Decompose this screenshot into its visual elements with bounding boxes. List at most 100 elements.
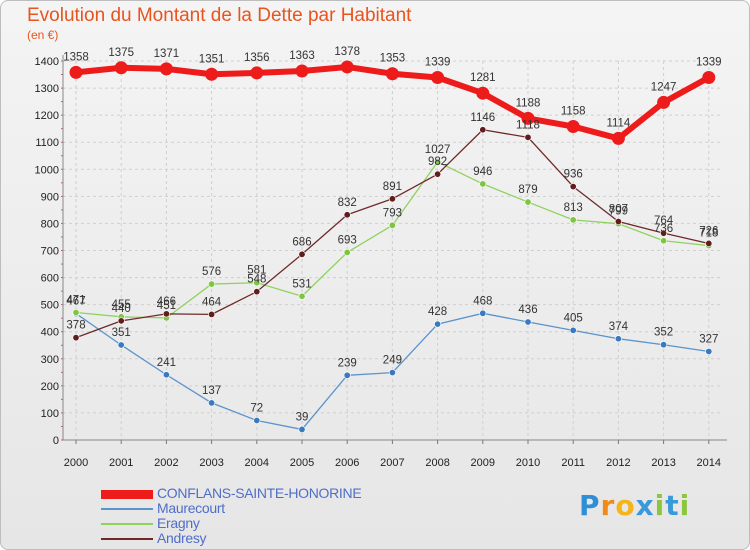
x-tick-label: 2004 <box>245 457 269 469</box>
x-tick-label: 2011 <box>561 457 585 469</box>
data-point-eragny <box>298 292 306 300</box>
data-point-maurecourt <box>705 347 713 355</box>
data-point-conflans-sainte-honorine <box>250 66 264 80</box>
legend: CONFLANS-SAINTE-HONORINE Maurecourt Eragny… <box>101 485 421 548</box>
data-point-conflans-sainte-honorine <box>702 71 716 85</box>
data-label-maurecourt: 39 <box>296 411 309 423</box>
x-tick-label: 2005 <box>290 457 314 469</box>
data-point-conflans-sainte-honorine <box>114 61 128 75</box>
data-label-conflans-sainte-honorine: 1158 <box>561 106 586 118</box>
data-label-conflans-sainte-honorine: 1247 <box>651 81 677 93</box>
data-point-andresy <box>524 133 532 141</box>
data-label-maurecourt: 137 <box>202 385 221 397</box>
x-tick-label: 2007 <box>380 457 404 469</box>
data-label-maurecourt: 249 <box>383 355 402 367</box>
data-label-conflans-sainte-honorine: 1375 <box>108 47 134 59</box>
data-label-maurecourt: 239 <box>338 357 357 369</box>
y-tick-label: 700 <box>41 246 59 258</box>
data-label-andresy: 440 <box>112 303 131 315</box>
logo-letter: i <box>679 489 691 522</box>
data-point-andresy <box>569 183 577 191</box>
legend-label: Eragny <box>157 515 200 531</box>
data-label-andresy: 832 <box>338 197 357 209</box>
data-label-eragny: 471 <box>66 294 85 306</box>
data-label-eragny: 799 <box>609 206 628 218</box>
data-point-conflans-sainte-honorine <box>431 71 445 85</box>
y-tick-label: 500 <box>41 300 59 312</box>
data-label-eragny: 736 <box>654 223 673 235</box>
data-label-conflans-sainte-honorine: 1114 <box>606 117 630 129</box>
data-label-eragny: 946 <box>473 166 492 178</box>
data-label-conflans-sainte-honorine: 1339 <box>696 57 722 69</box>
data-point-andresy <box>72 334 80 342</box>
data-point-maurecourt <box>524 318 532 326</box>
x-tick-label: 2003 <box>199 457 223 469</box>
x-tick-label: 2001 <box>109 457 133 469</box>
y-tick-label: 1300 <box>35 83 59 95</box>
data-point-andresy <box>208 310 216 318</box>
data-label-conflans-sainte-honorine: 1353 <box>380 53 406 65</box>
data-label-conflans-sainte-honorine: 1281 <box>470 72 496 84</box>
data-label-maurecourt: 468 <box>473 295 492 307</box>
chart-title: Evolution du Montant de la Dette par Hab… <box>27 5 412 26</box>
y-tick-label: 900 <box>41 191 59 203</box>
data-label-eragny: 813 <box>564 202 583 214</box>
y-tick-label: 0 <box>53 435 59 447</box>
data-label-eragny: 879 <box>518 184 537 196</box>
legend-swatch <box>101 523 153 525</box>
data-point-andresy <box>660 229 668 237</box>
data-label-maurecourt: 241 <box>157 357 176 369</box>
data-label-andresy: 1118 <box>516 119 540 131</box>
logo-letter: i <box>654 489 666 522</box>
data-point-andresy <box>117 317 125 325</box>
data-label-andresy: 807 <box>609 204 628 216</box>
data-label-eragny: 455 <box>112 299 131 311</box>
data-label-eragny: 531 <box>292 278 311 290</box>
x-tick-label: 2014 <box>697 457 721 469</box>
logo-letter: o <box>615 489 636 522</box>
x-tick-label: 2006 <box>335 457 359 469</box>
y-tick-label: 1100 <box>35 137 59 149</box>
data-point-andresy <box>162 310 170 318</box>
data-label-andresy: 764 <box>654 215 674 227</box>
data-label-eragny: 718 <box>699 228 718 240</box>
data-point-eragny <box>343 248 351 256</box>
data-label-andresy: 686 <box>292 236 311 248</box>
data-point-conflans-sainte-honorine <box>611 131 625 145</box>
data-label-maurecourt: 436 <box>518 304 537 316</box>
y-tick-label: 1400 <box>35 56 59 68</box>
data-point-conflans-sainte-honorine <box>521 111 535 125</box>
legend-swatch <box>101 538 153 540</box>
series-lines <box>69 60 716 433</box>
data-point-eragny <box>388 221 396 229</box>
logo-letter: P <box>579 489 601 522</box>
x-tick-label: 2002 <box>154 457 178 469</box>
y-tick-label: 300 <box>41 354 59 366</box>
data-point-maurecourt <box>388 369 396 377</box>
x-tick-label: 2009 <box>471 457 495 469</box>
data-point-conflans-sainte-honorine <box>69 65 83 79</box>
data-label-andresy: 464 <box>202 296 222 308</box>
data-label-eragny: 451 <box>157 300 176 312</box>
data-point-maurecourt <box>343 371 351 379</box>
data-point-andresy <box>253 288 261 296</box>
y-tick-label: 1000 <box>35 164 59 176</box>
data-label-conflans-sainte-honorine: 1358 <box>63 51 89 63</box>
data-point-andresy <box>614 218 622 226</box>
data-label-maurecourt: 327 <box>699 333 718 345</box>
data-label-andresy: 1146 <box>470 112 495 124</box>
data-label-conflans-sainte-honorine: 1351 <box>199 53 225 65</box>
x-tick-label: 2008 <box>425 457 449 469</box>
data-label-eragny: 793 <box>383 207 402 219</box>
data-labels: 467 351 241 137 72 39 239 249 428 468 436 405 374 352… <box>63 46 721 423</box>
data-label-maurecourt: 428 <box>428 306 447 318</box>
data-point-eragny <box>479 180 487 188</box>
data-point-eragny <box>524 198 532 206</box>
y-tick-label: 600 <box>41 273 59 285</box>
data-point-maurecourt <box>253 417 261 425</box>
axes: 0 100 200 300 400 500 600 700 800 900 1000 1100 1200… <box>35 55 727 469</box>
data-label-andresy: 466 <box>157 296 176 308</box>
data-point-andresy <box>479 126 487 134</box>
